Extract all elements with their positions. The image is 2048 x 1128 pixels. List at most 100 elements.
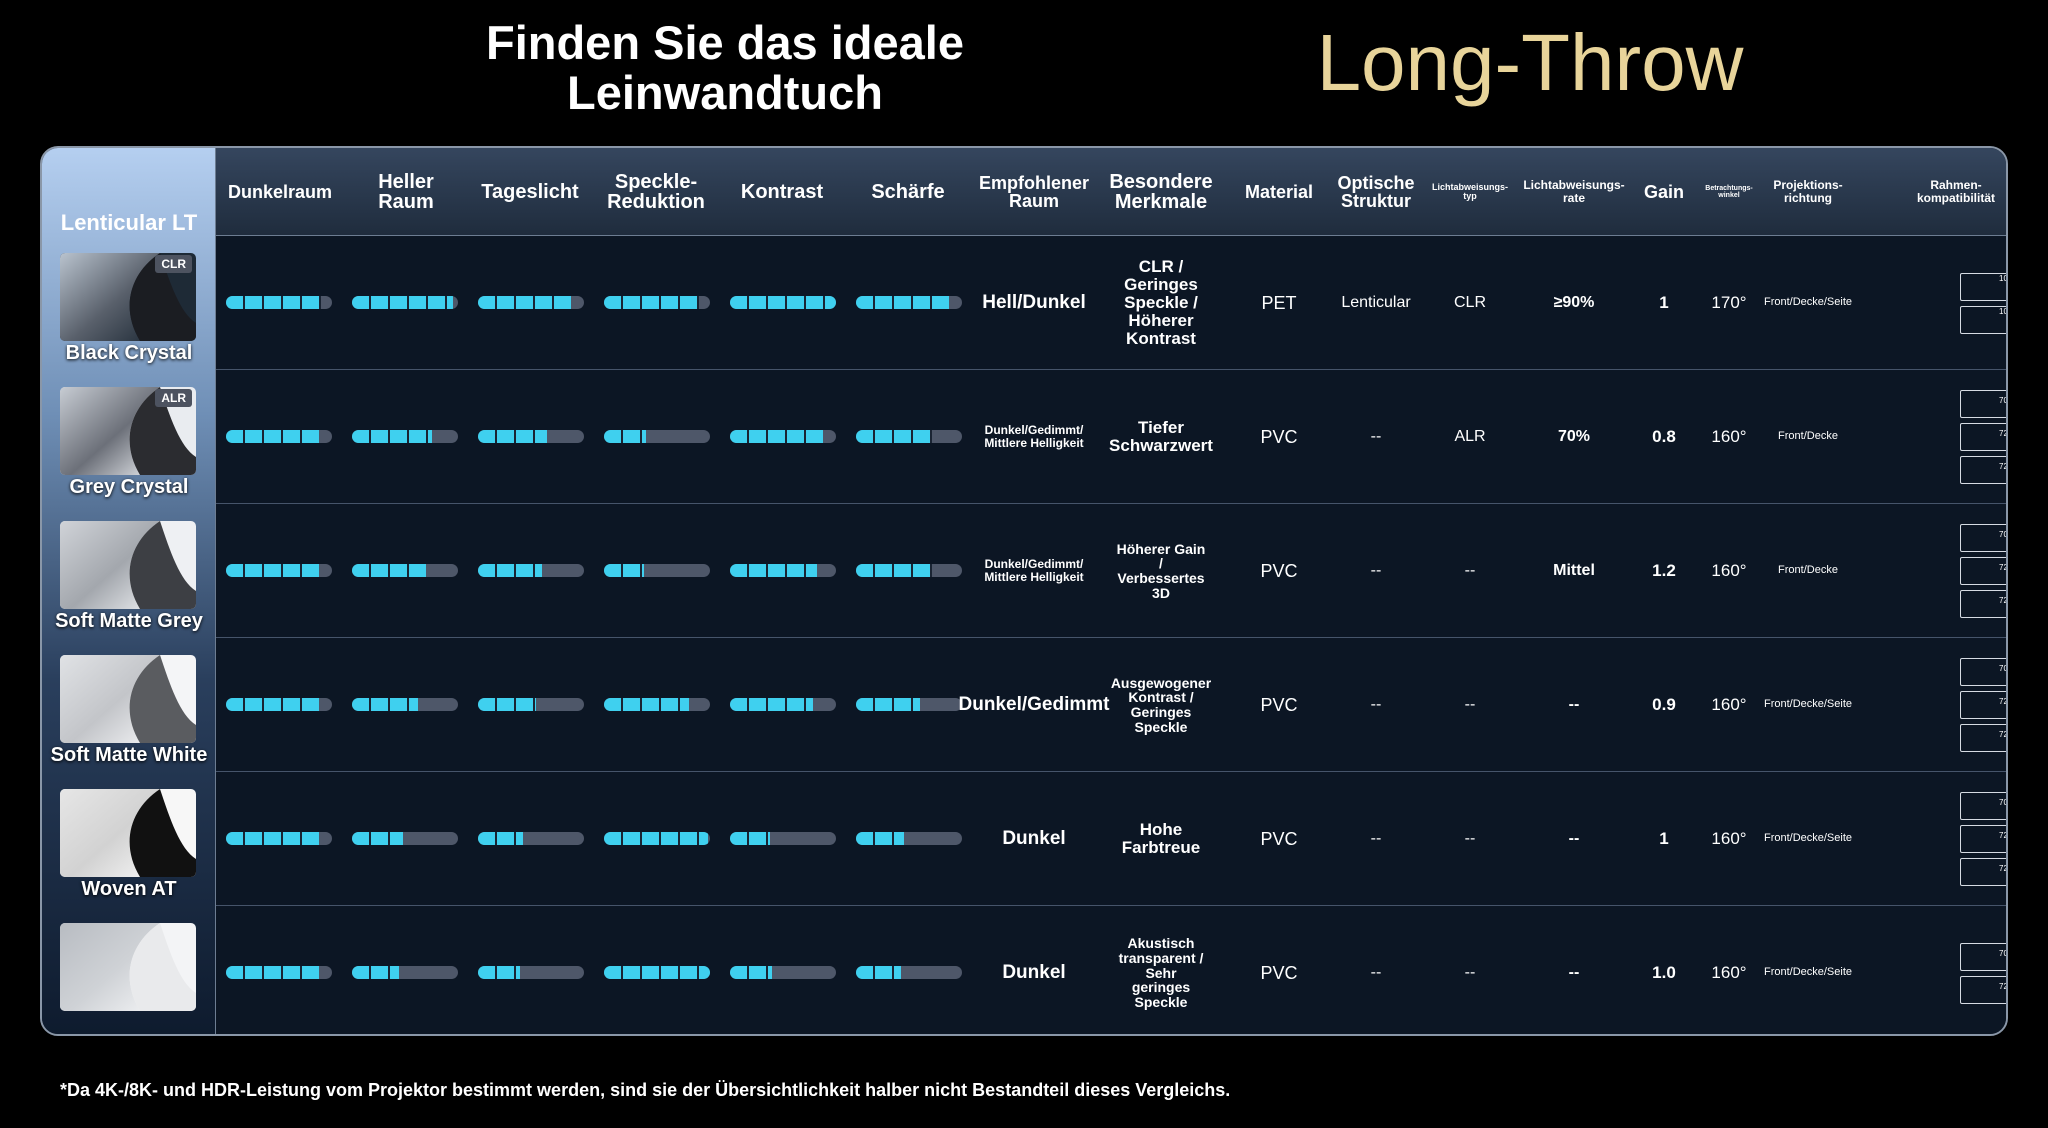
table-row: Dunkel Hohe Farbtreue PVC -- -- -- 1 160° Front/D…	[216, 772, 2008, 906]
cell-betrachtungswinkel: 160°	[1700, 638, 1758, 772]
structure-text: Lenticular	[1341, 293, 1411, 311]
cell-lichtabweisungs-rate: 70%	[1520, 370, 1628, 504]
gain-text: 1.0	[1652, 963, 1676, 983]
frame-size-icon: 72~200"	[1960, 975, 2006, 1004]
feature-line: Geringes	[1130, 704, 1192, 720]
rating-bar	[604, 430, 710, 443]
frame-size-label: 100~130" (16:9)	[1999, 273, 2008, 283]
type-text: ALR	[1454, 427, 1486, 445]
cell-lichtabweisungs-rate: ≥90%	[1520, 236, 1628, 370]
cell-besondere-merkmale: Hohe Farbtreue	[1096, 772, 1226, 906]
gain-text: 0.9	[1652, 695, 1676, 715]
rate-text: Mittel	[1553, 561, 1595, 579]
rating-bar	[352, 698, 458, 711]
feature-line: geringes	[1131, 979, 1191, 996]
rating-bar-fill	[730, 296, 836, 309]
header-material: Material	[1244, 181, 1314, 202]
table-header: Dunkelraum Heller Raum Tageslicht Speckle…	[216, 148, 2006, 236]
header-empfohlener-raum: Empfohlener Raum	[978, 172, 1089, 211]
cell-gain: 0.9	[1628, 638, 1700, 772]
cell-optische-struktur: --	[1332, 906, 1420, 1034]
title-line-1: Finden Sie das ideale	[486, 16, 964, 69]
room-text: Hell/Dunkel	[982, 292, 1086, 314]
cell-empfohlener-raum: Dunkel/Gedimmt/ Mittlere Helligkeit	[972, 504, 1096, 638]
frame-size-label: 72~150"	[1999, 864, 2008, 873]
rating-bar	[226, 564, 332, 577]
frame-size-label: 70~300"	[1999, 664, 2008, 673]
angle-text: 160°	[1711, 695, 1747, 715]
screen-type-badge: ALR	[155, 389, 192, 407]
type-text: --	[1464, 963, 1476, 981]
cell-material: PVC	[1226, 370, 1332, 504]
structure-text: --	[1370, 963, 1382, 981]
material-text: PVC	[1260, 962, 1298, 983]
feature-line: Schwarzwert	[1109, 436, 1213, 455]
fabric-sample-icon	[60, 387, 196, 475]
material-text: PVC	[1260, 560, 1298, 581]
rating-bar-fill	[478, 832, 523, 845]
screen-type-badge: CLR	[155, 255, 192, 273]
cell-betrachtungswinkel: 160°	[1700, 370, 1758, 504]
header-betrachtungswinkel: Betrachtungs-winkel	[1705, 184, 1753, 199]
frame-size-icon: 72~150"	[1960, 724, 2006, 752]
header-heller-raum: Heller Raum	[378, 170, 434, 213]
type-text: --	[1464, 695, 1476, 713]
feature-line: 3D	[1152, 584, 1170, 601]
feature-line: Kontrast	[1126, 328, 1196, 348]
rating-bar-fill	[730, 832, 770, 845]
frame-size-icon: 70~200"	[1960, 390, 2006, 418]
frame-compatibility: 70~300" 72~200" 72~150"	[1960, 772, 2008, 906]
rating-bar-fill	[856, 832, 904, 845]
cell-optische-struktur: --	[1332, 772, 1420, 906]
feature-line: Speckle /	[1124, 293, 1198, 313]
rating-bar-fill	[352, 832, 403, 845]
rating-bar	[352, 296, 458, 309]
cell-optische-struktur: --	[1332, 638, 1420, 772]
frame-compatibility: 100~130" (16:9) 100~160" (2.4:1)	[1960, 236, 2008, 370]
rating-bar-fill	[604, 698, 689, 711]
direction-text: Front/Decke	[1778, 564, 1838, 577]
rating-bar	[226, 832, 332, 845]
rating-bar	[730, 832, 836, 845]
frame-compatibility: 70~300" 72~200" 72~150"	[1960, 638, 2008, 772]
rating-bar-fill	[226, 296, 321, 309]
cell-projektionsrichtung: Front/Decke/Seite	[1758, 236, 1858, 370]
rating-bar	[478, 564, 584, 577]
frame-size-label: 72~150"	[1999, 462, 2008, 471]
frame-size-icon: 72~200"	[1960, 825, 2006, 853]
table-row: Dunkel Akustisch transparent / Sehr geringes…	[216, 906, 2006, 1034]
rating-bar-fill	[352, 698, 418, 711]
rating-bar	[226, 430, 332, 443]
feature-line: Hohe	[1139, 820, 1183, 840]
title-line-2: Leinwandtuch	[567, 66, 883, 119]
cell-gain: 0.8	[1628, 370, 1700, 504]
gain-text: 1	[1659, 829, 1669, 849]
footnote: *Da 4K-/8K- und HDR-Leistung vom Projekt…	[60, 1080, 1231, 1100]
sidebar-title: Lenticular LT	[60, 210, 198, 235]
frame-size-icon: 100~160" (2.4:1)	[1960, 305, 2006, 334]
room-text: Dunkel/Gedimmt/ Mittlere Helligkeit	[984, 557, 1084, 584]
frame-size-label: 72~200"	[1999, 563, 2008, 572]
structure-text: --	[1370, 695, 1382, 713]
angle-text: 170°	[1711, 293, 1747, 313]
frame-size-icon: 70~300"	[1960, 942, 2006, 971]
feature-line: /	[1159, 555, 1163, 572]
rating-bar	[730, 564, 836, 577]
material-text: PVC	[1260, 426, 1298, 447]
rate-text: ≥90%	[1553, 293, 1595, 311]
cell-betrachtungswinkel: 160°	[1700, 906, 1758, 1034]
direction-text: Front/Decke/Seite	[1763, 296, 1853, 309]
rating-bar	[604, 296, 710, 309]
fabric-sample-icon	[60, 923, 196, 1011]
cell-betrachtungswinkel: 170°	[1700, 236, 1758, 370]
type-text: --	[1464, 829, 1476, 847]
rating-bar	[478, 296, 584, 309]
frame-size-icon: 72~150"	[1960, 858, 2008, 886]
header-speckle-reduktion: Speckle- Reduktion	[607, 170, 705, 213]
rating-bar-fill	[226, 966, 319, 979]
header-kontrast: Kontrast	[740, 180, 824, 203]
header-gain: Gain	[1643, 181, 1684, 202]
frame-size-icon: 70~200"	[1960, 524, 2006, 552]
room-text: Dunkel/Gedimmt/ Mittlere Helligkeit	[984, 423, 1084, 450]
rating-bar-fill	[604, 966, 710, 979]
